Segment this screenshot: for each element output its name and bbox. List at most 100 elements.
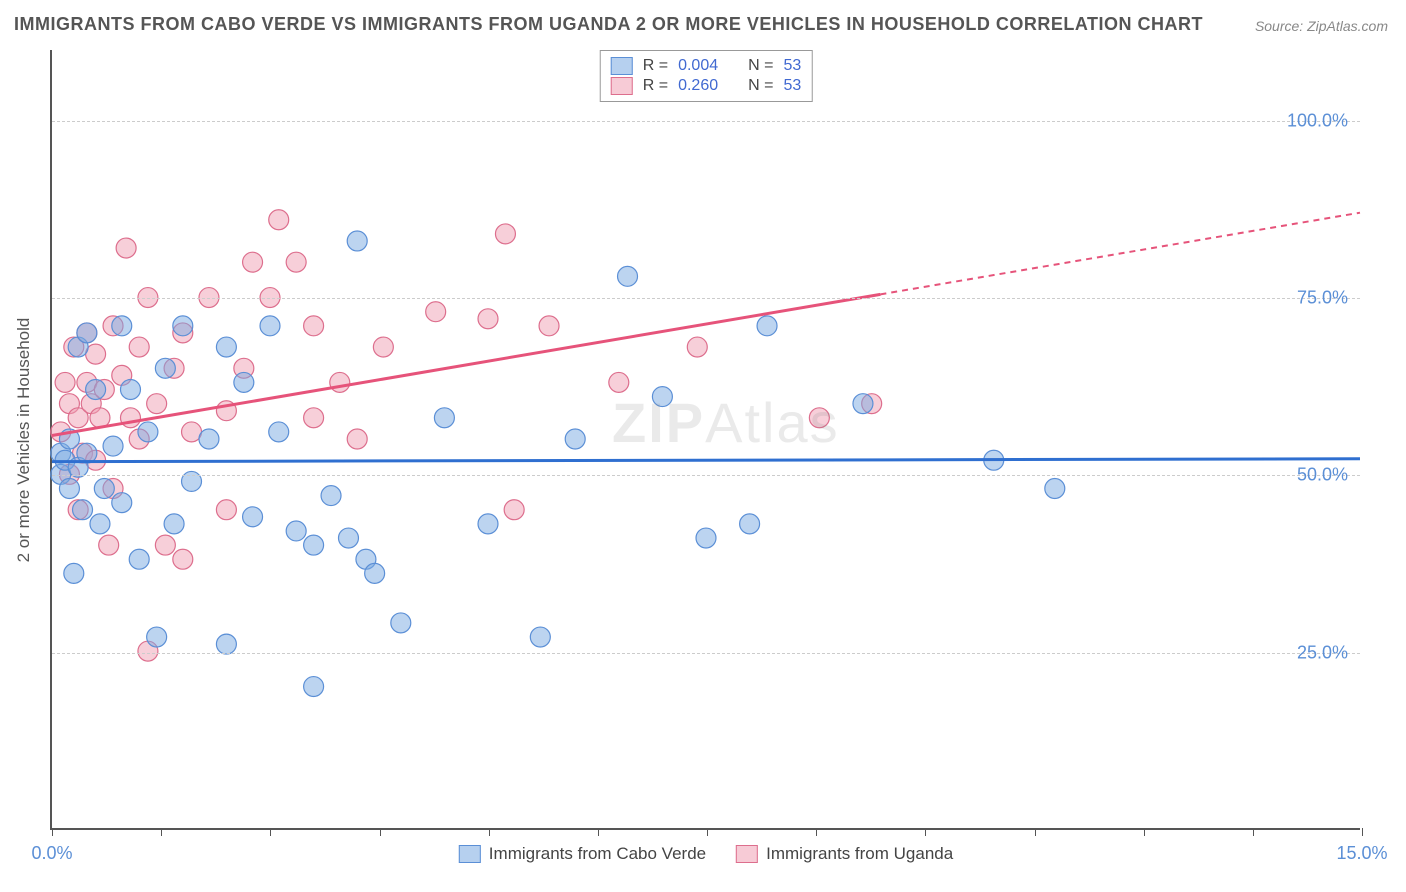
data-point	[59, 479, 79, 499]
x-tick	[816, 828, 817, 836]
data-point	[120, 380, 140, 400]
data-point	[90, 514, 110, 534]
data-point	[55, 372, 75, 392]
regression-line	[52, 459, 1360, 462]
data-point	[365, 563, 385, 583]
data-point	[426, 302, 446, 322]
data-point	[260, 316, 280, 336]
data-point	[347, 429, 367, 449]
data-point	[286, 252, 306, 272]
data-point	[321, 486, 341, 506]
data-point	[304, 535, 324, 555]
chart-title: IMMIGRANTS FROM CABO VERDE VS IMMIGRANTS…	[14, 14, 1203, 35]
r-value-2: 0.260	[678, 77, 718, 95]
data-point	[94, 479, 114, 499]
data-point	[652, 387, 672, 407]
x-tick	[489, 828, 490, 836]
data-point	[565, 429, 585, 449]
x-tick	[161, 828, 162, 836]
x-tick	[925, 828, 926, 836]
data-point	[199, 429, 219, 449]
y-tick-label: 100.0%	[1287, 110, 1348, 131]
data-point	[99, 535, 119, 555]
data-point	[530, 627, 550, 647]
data-point	[73, 500, 93, 520]
data-point	[86, 380, 106, 400]
swatch-pink-icon	[611, 77, 633, 95]
data-point	[609, 372, 629, 392]
swatch-blue-icon	[459, 845, 481, 863]
data-point	[373, 337, 393, 357]
plot-area: ZIPAtlas R = 0.004 N = 53 R = 0.260 N = …	[50, 50, 1360, 830]
data-point	[116, 238, 136, 258]
x-tick	[1144, 828, 1145, 836]
data-point	[330, 372, 350, 392]
data-point	[434, 408, 454, 428]
data-point	[338, 528, 358, 548]
data-point	[269, 210, 289, 230]
data-point	[234, 372, 254, 392]
r-value-1: 0.004	[678, 57, 718, 75]
n-label-2: N =	[748, 77, 773, 95]
data-point	[173, 549, 193, 569]
y-tick-label: 25.0%	[1297, 642, 1348, 663]
data-point	[129, 337, 149, 357]
x-tick	[380, 828, 381, 836]
source-label: Source: ZipAtlas.com	[1255, 18, 1388, 34]
data-point	[112, 316, 132, 336]
x-tick	[1362, 828, 1363, 836]
n-value-2: 53	[783, 77, 801, 95]
data-point	[164, 514, 184, 534]
legend-item-1: Immigrants from Cabo Verde	[459, 844, 706, 864]
data-point	[391, 613, 411, 633]
grid-line	[52, 475, 1360, 476]
n-value-1: 53	[783, 57, 801, 75]
data-point	[286, 521, 306, 541]
y-tick-label: 75.0%	[1297, 288, 1348, 309]
data-point	[103, 436, 123, 456]
data-point	[77, 323, 97, 343]
legend-series: Immigrants from Cabo Verde Immigrants fr…	[459, 844, 953, 864]
legend-item-2: Immigrants from Uganda	[736, 844, 953, 864]
x-tick	[270, 828, 271, 836]
legend-label-2: Immigrants from Uganda	[766, 844, 953, 864]
data-point	[112, 493, 132, 513]
data-point	[687, 337, 707, 357]
data-point	[182, 471, 202, 491]
data-point	[147, 627, 167, 647]
x-tick-label-left: 0.0%	[31, 843, 72, 864]
grid-line	[52, 298, 1360, 299]
r-label-2: R =	[643, 77, 668, 95]
data-point	[539, 316, 559, 336]
data-point	[155, 535, 175, 555]
data-point	[304, 408, 324, 428]
x-tick	[707, 828, 708, 836]
r-label-1: R =	[643, 57, 668, 75]
data-point	[138, 422, 158, 442]
data-point	[1045, 479, 1065, 499]
data-point	[129, 549, 149, 569]
data-point	[347, 231, 367, 251]
data-point	[147, 394, 167, 414]
grid-line	[52, 121, 1360, 122]
data-point	[696, 528, 716, 548]
swatch-blue-icon	[611, 57, 633, 75]
n-label-1: N =	[748, 57, 773, 75]
legend-label-1: Immigrants from Cabo Verde	[489, 844, 706, 864]
legend-stats-row-1: R = 0.004 N = 53	[611, 57, 802, 75]
x-tick	[598, 828, 599, 836]
data-point	[478, 514, 498, 534]
data-point	[304, 677, 324, 697]
y-tick-label: 50.0%	[1297, 465, 1348, 486]
data-point	[64, 563, 84, 583]
data-point	[216, 500, 236, 520]
data-point	[757, 316, 777, 336]
swatch-pink-icon	[736, 845, 758, 863]
regression-line-extrapolated	[880, 213, 1360, 295]
data-point	[809, 408, 829, 428]
legend-stats-row-2: R = 0.260 N = 53	[611, 77, 802, 95]
data-point	[495, 224, 515, 244]
data-point	[740, 514, 760, 534]
data-point	[173, 316, 193, 336]
data-point	[155, 358, 175, 378]
